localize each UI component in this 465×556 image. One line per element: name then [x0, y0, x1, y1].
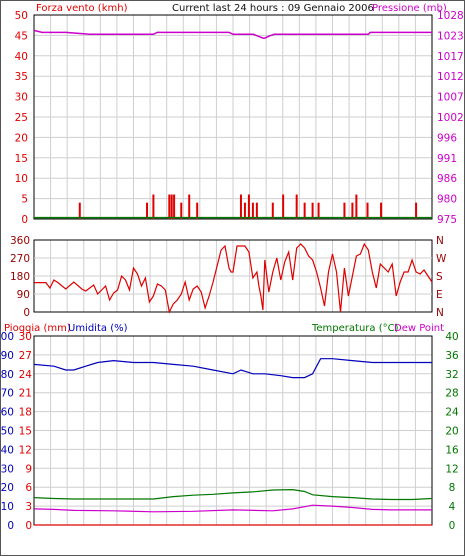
humidity-tick-label: 60 [1, 407, 14, 419]
humidity-tick-label: 10 [1, 501, 14, 513]
humidity-temperature-panel: 0102030405060708090100036912151821242730… [0, 331, 459, 532]
pressure-tick-label: 1028 [437, 10, 464, 22]
chart-title: Current last 24 hours : 09 Gennaio 2006 [172, 3, 374, 14]
wind-speed-tick-label: 50 [15, 10, 28, 22]
dewpoint-line [33, 504, 432, 513]
rain-tick-label: 0 [25, 520, 32, 532]
pressure-tick-label: 1012 [437, 71, 464, 83]
rain-tick-label: 9 [25, 463, 32, 475]
temperature-tick-label: 0 [449, 520, 456, 532]
rain-tick-label: 3 [25, 501, 32, 513]
direction-degree-tick-label: 90 [17, 289, 30, 301]
plot-border [33, 14, 433, 220]
direction-degree-tick-label: 0 [23, 307, 30, 319]
wind-direction-line [34, 242, 433, 314]
pressure-tick-label: 1017 [437, 51, 464, 63]
compass-direction-label: W [436, 253, 447, 265]
temperature-tick-label: 40 [445, 331, 458, 343]
humidity-axis-label: Umidita (%) [68, 323, 128, 334]
humidity-tick-label: 50 [1, 426, 14, 438]
humidity-line [33, 358, 432, 379]
pressure-tick-label: 980 [437, 194, 457, 206]
direction-degree-tick-label: 360 [10, 235, 30, 247]
pressure-tick-label: 1002 [437, 112, 464, 124]
pressure-tick-label: 991 [437, 153, 457, 165]
pressure-tick-label: 1007 [437, 92, 464, 104]
rain-tick-label: 21 [19, 388, 32, 400]
wind-speed-tick-label: 35 [15, 71, 28, 83]
rain-tick-label: 24 [19, 369, 33, 381]
dewpoint-axis-label: Dew Point [394, 323, 444, 334]
humidity-tick-label: 40 [1, 444, 14, 456]
rain-tick-label: 12 [19, 444, 32, 456]
compass-direction-label: E [436, 289, 443, 301]
wind-speed-tick-label: 5 [21, 194, 28, 206]
humidity-tick-label: 30 [1, 463, 14, 475]
temperature-tick-label: 28 [445, 388, 458, 400]
pressure-line [33, 29, 432, 39]
compass-direction-label: N [436, 235, 444, 247]
compass-direction-label: N [436, 307, 444, 319]
pressure-tick-label: 975 [437, 214, 457, 226]
wind-speed-tick-label: 30 [15, 92, 28, 104]
direction-degree-tick-label: 270 [10, 253, 30, 265]
humidity-tick-label: 100 [0, 331, 14, 343]
wind-speed-tick-label: 20 [15, 132, 28, 144]
pressure-axis-label: Pressione (mb) [372, 3, 447, 14]
temperature-tick-label: 32 [445, 369, 458, 381]
rain-tick-label: 30 [19, 331, 32, 343]
wind-speed-tick-label: 40 [15, 51, 28, 63]
wind-speed-tick-label: 10 [15, 173, 28, 185]
wind-pressure-panel: 0 5 10 15 20 25 30 35 40 45 50 975 980 986 991 996 1002 1… [15, 10, 464, 226]
pressure-tick-label: 986 [437, 173, 457, 185]
humidity-tick-label: 0 [7, 520, 14, 532]
humidity-tick-label: 90 [1, 350, 14, 362]
temperature-tick-label: 16 [445, 444, 459, 456]
compass-direction-label: S [436, 271, 443, 283]
temperature-axis-label: Temperatura (°C) [311, 323, 399, 334]
direction-degree-tick-label: 180 [10, 271, 30, 283]
wind-speed-tick-label: 0 [21, 214, 28, 226]
rain-tick-label: 15 [19, 426, 32, 438]
humidity-tick-label: 80 [1, 369, 14, 381]
temperature-tick-label: 36 [445, 350, 459, 362]
pressure-tick-label: 1023 [437, 30, 464, 42]
temperature-line [33, 488, 433, 501]
temperature-tick-label: 12 [445, 463, 458, 475]
humidity-tick-label: 20 [1, 482, 14, 494]
wind-speed-tick-label: 25 [15, 112, 28, 124]
temperature-tick-label: 8 [449, 482, 456, 494]
pressure-tick-label: 996 [437, 132, 457, 144]
rain-tick-label: 6 [25, 482, 32, 494]
rain-axis-label: Pioggia (mm) [4, 323, 71, 334]
wind-speed-tick-label: 15 [15, 153, 28, 165]
wind-speed-tick-label: 45 [15, 30, 28, 42]
wind-speed-axis-label: Forza vento (kmh) [36, 3, 128, 14]
rain-tick-label: 18 [19, 407, 32, 419]
humidity-tick-label: 70 [1, 388, 14, 400]
temperature-tick-label: 24 [445, 407, 459, 419]
temperature-tick-label: 4 [449, 501, 456, 513]
rain-tick-label: 27 [19, 350, 32, 362]
temperature-tick-label: 20 [445, 426, 458, 438]
